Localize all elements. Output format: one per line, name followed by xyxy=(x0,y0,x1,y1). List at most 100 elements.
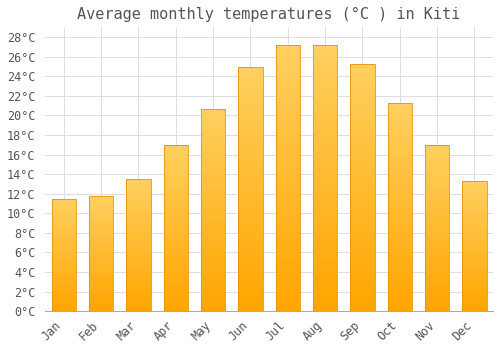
Bar xyxy=(89,242,114,243)
Bar xyxy=(276,152,300,154)
Bar xyxy=(126,187,150,188)
Bar xyxy=(52,201,76,202)
Bar xyxy=(350,82,374,84)
Bar xyxy=(201,181,226,183)
Bar xyxy=(350,109,374,111)
Bar xyxy=(388,240,412,242)
Bar xyxy=(462,255,486,257)
Bar xyxy=(313,66,337,69)
Bar xyxy=(164,213,188,215)
Bar xyxy=(350,274,374,276)
Bar xyxy=(201,238,226,240)
Bar xyxy=(388,232,412,234)
Bar xyxy=(201,177,226,180)
Bar xyxy=(350,141,374,144)
Bar xyxy=(350,230,374,232)
Bar xyxy=(350,269,374,272)
Bar xyxy=(462,195,486,197)
Bar xyxy=(89,279,114,280)
Bar xyxy=(238,184,262,187)
Bar xyxy=(276,306,300,308)
Bar xyxy=(126,264,150,265)
Bar xyxy=(238,180,262,182)
Bar xyxy=(126,180,150,182)
Bar xyxy=(462,294,486,295)
Bar xyxy=(126,221,150,223)
Bar xyxy=(89,241,114,242)
Bar xyxy=(313,298,337,300)
Bar xyxy=(462,215,486,216)
Bar xyxy=(164,226,188,228)
Bar xyxy=(164,271,188,273)
Bar xyxy=(388,276,412,278)
Bar xyxy=(388,148,412,150)
Bar xyxy=(52,234,76,236)
Bar xyxy=(238,282,262,284)
Bar xyxy=(462,299,486,301)
Bar xyxy=(52,198,76,311)
Bar xyxy=(89,233,114,234)
Bar xyxy=(462,280,486,281)
Bar xyxy=(89,196,114,311)
Bar xyxy=(238,75,262,77)
Bar xyxy=(350,99,374,102)
Bar xyxy=(126,232,150,233)
Bar xyxy=(313,69,337,71)
Bar xyxy=(164,251,188,253)
Bar xyxy=(52,273,76,274)
Bar xyxy=(201,190,226,191)
Bar xyxy=(52,237,76,238)
Bar xyxy=(313,119,337,122)
Bar xyxy=(126,211,150,212)
Bar xyxy=(89,220,114,221)
Bar xyxy=(201,125,226,127)
Bar xyxy=(89,203,114,204)
Bar xyxy=(350,234,374,237)
Bar xyxy=(388,172,412,174)
Bar xyxy=(201,163,226,165)
Bar xyxy=(89,286,114,287)
Bar xyxy=(350,163,374,166)
Bar xyxy=(388,126,412,128)
Bar xyxy=(238,136,262,138)
Bar xyxy=(201,113,226,114)
Bar xyxy=(425,260,449,261)
Bar xyxy=(126,208,150,209)
Bar xyxy=(313,282,337,285)
Bar xyxy=(201,194,226,196)
Bar xyxy=(238,68,262,311)
Bar xyxy=(201,226,226,228)
Bar xyxy=(52,247,76,248)
Bar xyxy=(425,245,449,246)
Bar xyxy=(52,208,76,209)
Bar xyxy=(313,191,337,194)
Bar xyxy=(462,297,486,298)
Bar xyxy=(388,117,412,119)
Bar xyxy=(201,121,226,123)
Bar xyxy=(462,189,486,190)
Bar xyxy=(313,167,337,170)
Bar xyxy=(52,308,76,309)
Bar xyxy=(164,231,188,233)
Bar xyxy=(52,223,76,224)
Bar xyxy=(313,175,337,178)
Bar xyxy=(462,279,486,280)
Bar xyxy=(462,216,486,217)
Bar xyxy=(388,128,412,130)
Bar xyxy=(52,257,76,258)
Bar xyxy=(89,239,114,241)
Bar xyxy=(164,276,188,278)
Bar xyxy=(388,286,412,288)
Bar xyxy=(388,284,412,286)
Bar xyxy=(126,199,150,200)
Bar xyxy=(313,133,337,135)
Bar xyxy=(313,268,337,271)
Bar xyxy=(462,290,486,292)
Bar xyxy=(89,287,114,288)
Bar xyxy=(350,139,374,141)
Bar xyxy=(350,104,374,106)
Bar xyxy=(425,156,449,158)
Bar xyxy=(276,175,300,178)
Bar xyxy=(350,306,374,309)
Bar xyxy=(388,215,412,217)
